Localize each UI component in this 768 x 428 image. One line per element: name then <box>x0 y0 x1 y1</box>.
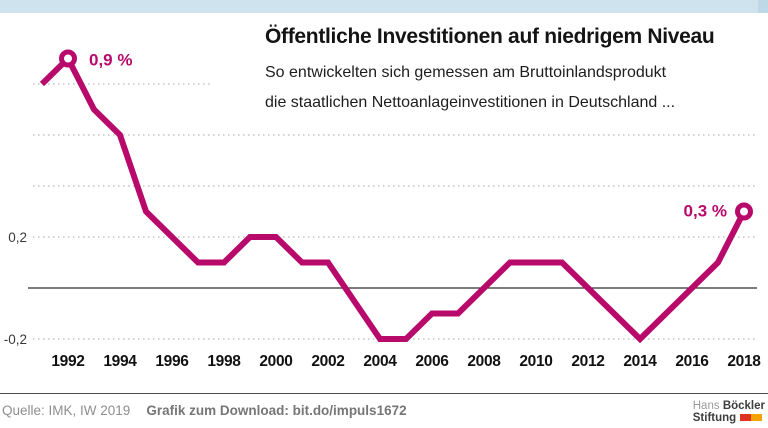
annotation-label: 0,9 % <box>89 51 132 70</box>
x-tick-label: 2006 <box>415 353 449 370</box>
top-accent-bar <box>0 0 768 13</box>
series-line <box>39 53 747 344</box>
data-point-marker <box>59 49 77 68</box>
logo-red-block <box>740 414 752 421</box>
logo-name-light: Hans <box>692 400 720 412</box>
x-tick-label: 2014 <box>623 353 657 370</box>
footer-text: Quelle: IMK, IW 2019 Grafik zum Download:… <box>2 403 407 418</box>
x-tick-label: 2002 <box>311 353 344 370</box>
x-tick-label: 1996 <box>155 353 189 370</box>
y-tick-label: 0,2 <box>8 230 27 245</box>
x-tick-label: 2004 <box>363 353 397 370</box>
logo-color-blocks <box>740 412 763 424</box>
hans-boeckler-stiftung-logo: Hans Böckler Stiftung <box>693 400 765 424</box>
x-tick-label: 2016 <box>675 353 709 370</box>
footer: Quelle: IMK, IW 2019 Grafik zum Download:… <box>0 393 768 428</box>
x-tick-label: 1994 <box>103 353 137 370</box>
annotation-label: 0,3 % <box>684 202 727 221</box>
logo-orange-block <box>751 414 763 421</box>
subtitle: So entwickelten sich gemessen am Bruttoi… <box>265 58 765 118</box>
top-accent-bar-end <box>758 0 768 13</box>
header: Öffentliche Investitionen auf niedrigem … <box>265 22 765 118</box>
x-tick-label: 2010 <box>519 353 552 370</box>
data-point-marker <box>735 202 753 221</box>
x-tick-label: 1998 <box>207 353 241 370</box>
x-tick-label: 2018 <box>727 353 761 370</box>
subtitle-line-2: die staatlichen Nettoanlageinvestitionen… <box>265 94 676 111</box>
logo-line2: Stiftung <box>692 412 737 424</box>
x-tick-label: 2008 <box>467 353 501 370</box>
x-tick-label: 2000 <box>259 353 292 370</box>
source-note: Quelle: IMK, IW 2019 <box>2 403 131 418</box>
y-tick-label: -0,2 <box>4 332 27 347</box>
x-tick-label: 1992 <box>51 353 84 370</box>
logo-name-bold: Böckler <box>722 400 765 412</box>
subtitle-line-1: So entwickelten sich gemessen am Bruttoi… <box>265 64 667 81</box>
download-note: Grafik zum Download: bit.do/impuls1672 <box>146 403 407 418</box>
x-tick-label: 2012 <box>571 353 604 370</box>
page-title: Öffentliche Investitionen auf niedrigem … <box>265 25 715 48</box>
